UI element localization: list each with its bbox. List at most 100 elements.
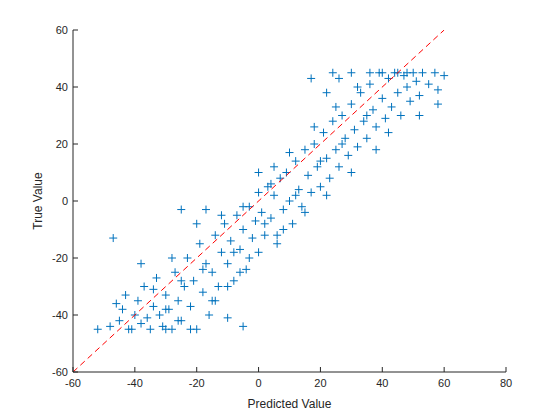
scatter-point <box>177 206 185 214</box>
x-tick-label: 40 <box>376 377 388 389</box>
x-tick-label: 20 <box>314 377 326 389</box>
scatter-point <box>224 314 232 322</box>
scatter-point <box>118 305 126 313</box>
scatter-point <box>354 143 362 151</box>
scatter-point <box>388 103 396 111</box>
scatter-point <box>329 69 337 77</box>
scatter-point <box>122 291 130 299</box>
scatter-point <box>363 134 371 142</box>
scatter-point <box>149 285 157 293</box>
scatter-point <box>137 320 145 328</box>
y-tick-label: -20 <box>52 252 68 264</box>
scatter-point <box>384 129 392 137</box>
scatter-point <box>115 317 123 325</box>
scatter-point <box>230 248 238 256</box>
scatter-point <box>239 226 247 234</box>
scatter-point <box>224 283 232 291</box>
scatter-point <box>403 69 411 77</box>
scatter-point <box>217 211 225 219</box>
scatter-point <box>431 69 439 77</box>
scatter-point <box>425 80 433 88</box>
scatter-point <box>196 240 204 248</box>
scatter-point <box>221 220 229 228</box>
scatter-point <box>381 114 389 122</box>
scatter-point <box>378 94 386 102</box>
y-tick-label: 60 <box>56 24 68 36</box>
x-tick <box>320 367 321 372</box>
scatter-point <box>307 74 315 82</box>
y-tick-label: 0 <box>62 195 68 207</box>
scatter-point <box>347 100 355 108</box>
scatter-point <box>94 325 102 333</box>
x-tick <box>134 367 135 372</box>
scatter-point <box>310 123 318 131</box>
scatter-point <box>134 297 142 305</box>
scatter-point <box>239 203 247 211</box>
scatter-point <box>270 163 278 171</box>
scatter-point <box>251 217 259 225</box>
scatter-point <box>183 254 191 262</box>
scatter-point <box>267 214 275 222</box>
scatter-point <box>344 151 352 159</box>
scatter-point <box>217 248 225 256</box>
scatter-point <box>205 311 213 319</box>
background <box>0 0 560 420</box>
scatter-point <box>149 302 157 310</box>
y-tick-label: -60 <box>52 366 68 378</box>
x-tick <box>196 367 197 372</box>
scatter-point <box>239 322 247 330</box>
y-tick <box>73 144 78 145</box>
scatter-point <box>140 283 148 291</box>
scatter-point <box>369 106 377 114</box>
scatter-point <box>106 322 114 330</box>
scatter-point <box>168 254 176 262</box>
scatter-point <box>335 163 343 171</box>
y-tick <box>73 201 78 202</box>
y-tick <box>73 258 78 259</box>
y-tick <box>73 315 78 316</box>
scatter-point <box>332 103 340 111</box>
scatter-point <box>162 291 170 299</box>
scatter-point <box>320 129 328 137</box>
x-tick-label: -20 <box>189 377 205 389</box>
y-tick <box>73 372 78 373</box>
scatter-point <box>292 157 300 165</box>
x-tick <box>258 367 259 372</box>
scatter-point <box>347 69 355 77</box>
scatter-point <box>255 169 263 177</box>
scatter-point <box>366 69 374 77</box>
scatter-point <box>301 208 309 216</box>
scatter-series <box>94 69 448 334</box>
scatter-point <box>397 112 405 120</box>
x-tick <box>382 367 383 372</box>
x-axis-label: Predicted Value <box>248 397 332 411</box>
y-tick <box>73 30 78 31</box>
x-tick-label: -40 <box>127 377 143 389</box>
x-tick-label: 80 <box>500 377 512 389</box>
scatter-point <box>109 234 117 242</box>
scatter-point <box>347 169 355 177</box>
scatter-point <box>255 248 263 256</box>
scatter-point <box>329 117 337 125</box>
scatter-point <box>174 317 182 325</box>
scatter-point <box>273 240 281 248</box>
scatter-point <box>307 188 315 196</box>
scatter-point <box>279 206 287 214</box>
scatter-point <box>434 86 442 94</box>
scatter-point <box>245 254 253 262</box>
scatter-point <box>190 277 198 285</box>
scatter-point <box>211 231 219 239</box>
y-tick <box>73 87 78 88</box>
scatter-point <box>261 231 269 239</box>
scatter-point <box>372 123 380 131</box>
scatter-point <box>258 208 266 216</box>
scatter-point <box>199 288 207 296</box>
x-tick-label: 0 <box>256 377 262 389</box>
scatter-point <box>227 237 235 245</box>
x-tick-label: -60 <box>65 377 81 389</box>
x-tick <box>506 367 507 372</box>
scatter-point <box>112 300 120 308</box>
scatter-point <box>363 112 371 120</box>
y-tick-label: -40 <box>52 309 68 321</box>
scatter-point <box>162 325 170 333</box>
